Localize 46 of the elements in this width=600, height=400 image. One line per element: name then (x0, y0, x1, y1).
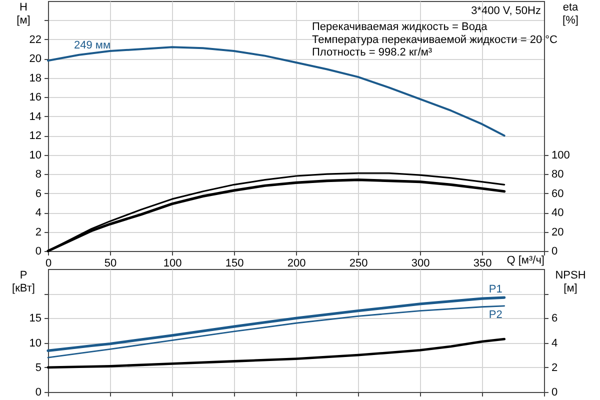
series-label: 249 мм (74, 40, 111, 52)
y-tick-label: 0 (35, 246, 42, 258)
y-tick-label: 6 (35, 188, 42, 200)
y-tick-label: 2 (35, 226, 42, 238)
y-axis-title: P [кВт] (12, 270, 35, 294)
y-tick-label: 20 (29, 53, 42, 66)
x-tick-label: 100 (163, 258, 182, 270)
y2-tick-label: 0 (552, 386, 558, 398)
y-axis-title: H [м] (16, 2, 30, 26)
chart-title: 3*400 V, 50Hz (471, 5, 541, 17)
y2-tick-label: 80 (552, 168, 564, 181)
y-tick-label: 15 (29, 312, 42, 325)
y-tick-label: 8 (35, 168, 42, 181)
y2-tick-label: 0 (552, 246, 558, 258)
y2-tick-label: 60 (552, 188, 564, 200)
y-tick-label: 4 (35, 207, 42, 220)
series-label: P1 (488, 284, 502, 296)
y2-tick-label: 20 (552, 226, 564, 238)
y-tick-label: 5 (35, 362, 42, 374)
annotation: Температура перекачиваемой жидкости = 20 °C (312, 34, 558, 46)
x-tick-label: 150 (225, 258, 244, 270)
x-tick-label: 350 (473, 258, 492, 270)
y2-axis-title: NPSH [м] (555, 270, 586, 294)
y-tick-label: 0 (35, 386, 42, 398)
y-tick-label: 22 (29, 34, 42, 46)
x-tick-label: 250 (349, 258, 368, 270)
series-label: P2 (488, 308, 502, 321)
y2-tick-label: 6 (552, 312, 558, 325)
y2-tick-label: 100 (552, 149, 570, 162)
y2-tick-label: 4 (552, 337, 558, 350)
y-tick-label: 10 (29, 149, 42, 162)
x-tick-label: 0 (45, 258, 52, 270)
y-tick-label: 18 (29, 72, 42, 84)
annotation: Плотность = 998.2 кг/м³ (312, 46, 432, 59)
y-tick-label: 16 (29, 92, 42, 104)
annotation: Перекачиваемая жидкость = Вода (312, 21, 488, 33)
x-tick-label: 300 (411, 258, 430, 270)
y-tick-label: 10 (29, 337, 42, 350)
y2-tick-label: 2 (552, 362, 558, 374)
x-tick-label: 200 (287, 258, 306, 270)
y2-axis-title: eta [%] (562, 2, 580, 26)
y2-tick-label: 40 (552, 207, 564, 220)
x-tick-label: 50 (104, 258, 117, 270)
y-tick-label: 14 (29, 110, 42, 123)
x-axis-title: Q [м³/ч] (506, 254, 544, 266)
y-tick-label: 12 (29, 130, 42, 142)
